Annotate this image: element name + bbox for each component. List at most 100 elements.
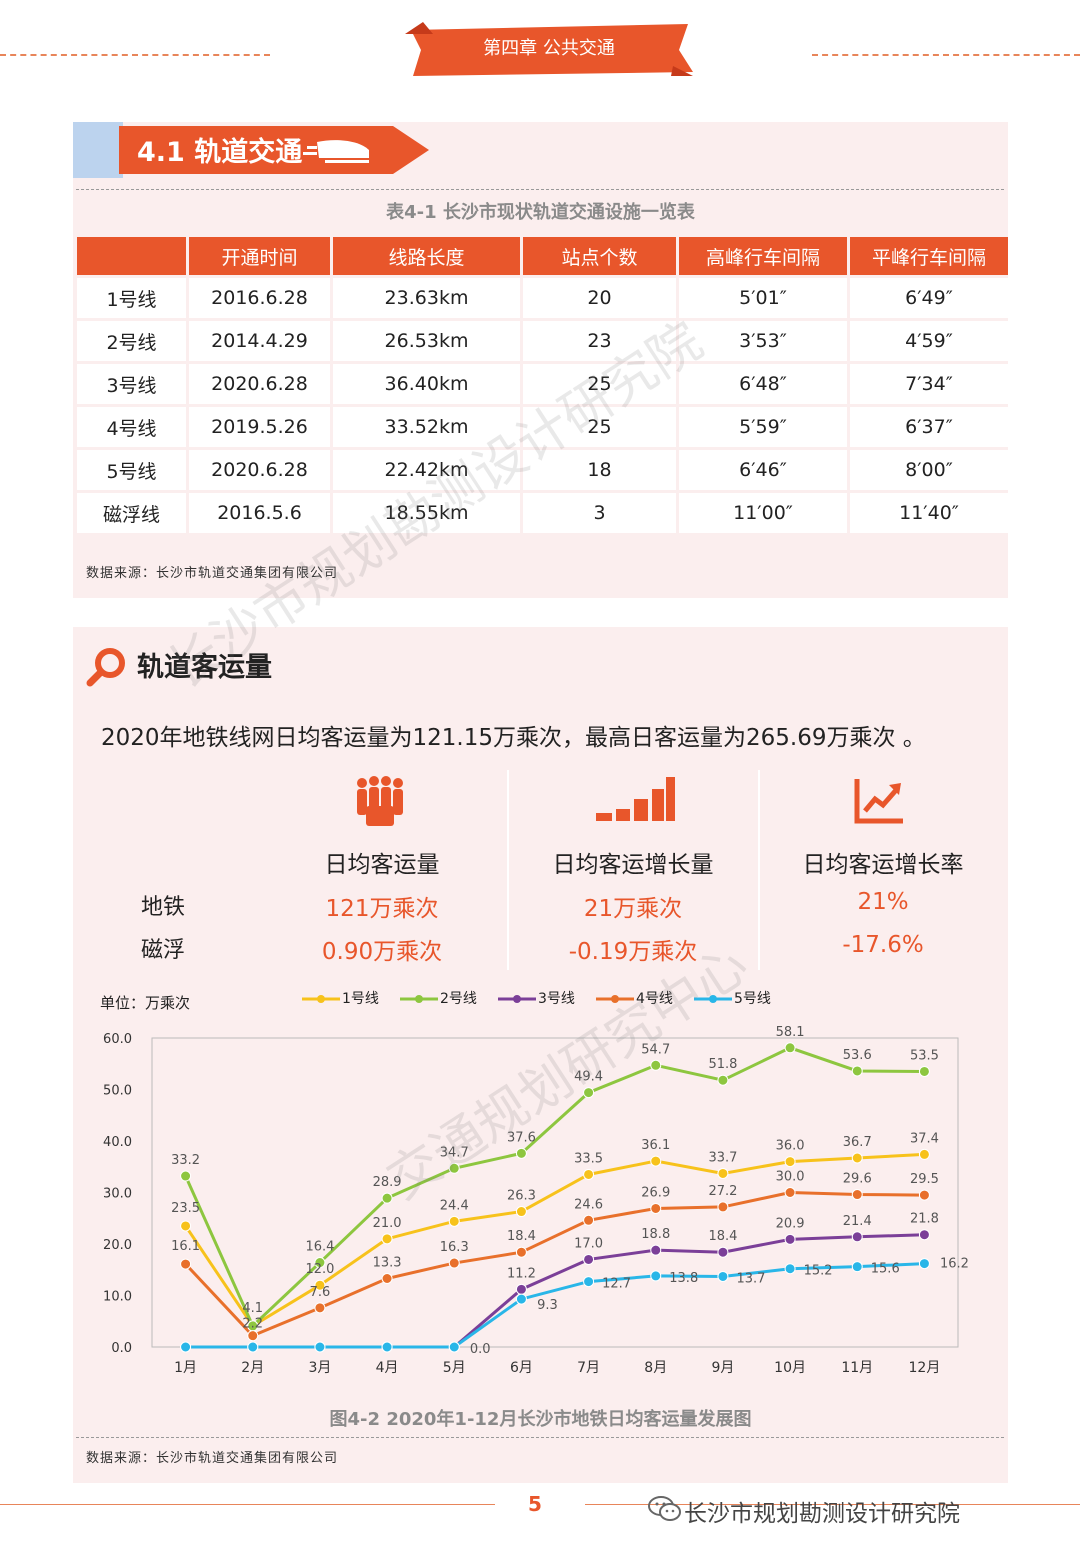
data-label: 15.6 bbox=[871, 1262, 900, 1277]
data-point bbox=[784, 1156, 796, 1168]
wechat-icon bbox=[648, 1496, 681, 1521]
legend-label: 3号线 bbox=[538, 991, 575, 1007]
stat-value: 121万乘次 bbox=[325, 896, 439, 922]
data-label: 26.3 bbox=[507, 1189, 536, 1204]
stat-value: 21% bbox=[857, 889, 909, 915]
data-label: 49.4 bbox=[574, 1070, 603, 1085]
data-point bbox=[918, 1229, 930, 1241]
x-tick-label: 9月 bbox=[711, 1360, 734, 1376]
x-tick-label: 1月 bbox=[174, 1360, 197, 1376]
table-cell: 33.52km bbox=[333, 407, 520, 447]
legend-label: 2号线 bbox=[440, 991, 477, 1007]
table-cell: 2019.5.26 bbox=[189, 407, 330, 447]
table-header-cell: 线路长度 bbox=[333, 237, 520, 275]
series-line bbox=[184, 1190, 925, 1338]
data-label: 0.0 bbox=[470, 1342, 491, 1357]
data-label: 12.7 bbox=[602, 1277, 631, 1292]
data-point bbox=[784, 1187, 796, 1198]
data-point bbox=[381, 1233, 393, 1245]
table-cell: 11′00″ bbox=[679, 493, 847, 533]
data-point bbox=[851, 1261, 863, 1273]
data-point bbox=[314, 1302, 326, 1314]
data-label: 21.0 bbox=[373, 1216, 402, 1231]
data-point bbox=[583, 1087, 595, 1099]
data-point bbox=[314, 1279, 326, 1291]
table-header-cell: 站点个数 bbox=[523, 237, 676, 275]
data-point bbox=[851, 1189, 863, 1201]
plot-frame bbox=[151, 1037, 959, 1348]
series-line bbox=[185, 1262, 925, 1349]
y-tick-label: 10.0 bbox=[103, 1290, 132, 1305]
data-point bbox=[851, 1231, 863, 1243]
table-cell: 18 bbox=[523, 450, 676, 490]
data-point bbox=[717, 1074, 729, 1086]
series-line bbox=[184, 1152, 925, 1328]
data-label: 23.5 bbox=[171, 1201, 200, 1216]
legend-item: 5号线 bbox=[692, 988, 771, 1008]
data-point bbox=[851, 1152, 863, 1164]
data-point bbox=[851, 1065, 863, 1077]
figure-caption: 图4-2 2020年1-12月长沙市地铁日均客运量发展图 bbox=[329, 1409, 752, 1430]
stat-row-label: 磁浮 bbox=[141, 938, 186, 963]
table-row: 1号线 2016.6.28 23.63km 20 5′01″ 6′49″ bbox=[77, 278, 1008, 318]
data-label: 26.9 bbox=[641, 1185, 670, 1200]
data-point bbox=[515, 1283, 527, 1295]
legend-swatch bbox=[694, 995, 732, 1003]
y-tick-label: 50.0 bbox=[103, 1084, 132, 1099]
table-cell: 3号线 bbox=[77, 364, 186, 404]
data-point bbox=[918, 1148, 930, 1160]
table-cell: 3 bbox=[523, 493, 676, 533]
data-point bbox=[784, 1233, 796, 1245]
table-top-separator bbox=[76, 189, 1004, 190]
data-point bbox=[247, 1330, 259, 1342]
data-label: 21.8 bbox=[910, 1212, 939, 1227]
data-label: 20.9 bbox=[776, 1216, 805, 1231]
table-cell: 6′48″ bbox=[679, 364, 847, 404]
data-label: 4.1 bbox=[242, 1301, 263, 1316]
data-label: 53.6 bbox=[843, 1048, 872, 1063]
table-cell: 2号线 bbox=[77, 321, 186, 361]
data-label: 16.1 bbox=[171, 1239, 200, 1254]
table-cell: 3′53″ bbox=[679, 321, 847, 361]
data-label: 27.2 bbox=[708, 1184, 737, 1199]
chapter-banner bbox=[405, 22, 693, 76]
x-tick-label: 12月 bbox=[909, 1360, 941, 1376]
data-point bbox=[583, 1253, 595, 1265]
data-point bbox=[583, 1168, 595, 1180]
data-point bbox=[381, 1192, 393, 1204]
data-label: 7.6 bbox=[310, 1285, 331, 1300]
legend-item: 2号线 bbox=[398, 988, 477, 1008]
data-point bbox=[583, 1276, 595, 1288]
table-cell: 磁浮线 bbox=[77, 493, 186, 533]
table-cell: 25 bbox=[523, 407, 676, 447]
data-label: 33.2 bbox=[171, 1153, 200, 1168]
data-label: 37.6 bbox=[507, 1130, 536, 1145]
legend-label: 1号线 bbox=[342, 991, 379, 1007]
data-label: 18.8 bbox=[641, 1227, 670, 1242]
data-point bbox=[717, 1167, 729, 1179]
stats-divider bbox=[758, 770, 760, 970]
data-point bbox=[448, 1341, 460, 1353]
table-cell: 4′59″ bbox=[850, 321, 1008, 361]
table-row: 2号线 2014.4.29 26.53km 23 3′53″ 4′59″ bbox=[77, 321, 1008, 361]
figure-separator bbox=[76, 1437, 1004, 1438]
stats-divider bbox=[507, 770, 509, 970]
table-cell: 26.53km bbox=[333, 321, 520, 361]
table-cell: 2020.6.28 bbox=[189, 364, 330, 404]
data-point bbox=[515, 1246, 527, 1258]
data-label: 16.4 bbox=[305, 1240, 334, 1255]
data-label: 21.4 bbox=[843, 1214, 872, 1229]
data-point bbox=[515, 1206, 527, 1218]
data-point bbox=[650, 1202, 662, 1214]
data-label: 30.0 bbox=[776, 1170, 805, 1185]
table-row: 5号线 2020.6.28 22.42km 18 6′46″ 8′00″ bbox=[77, 450, 1008, 490]
section-title: 4.1 轨道交通 bbox=[137, 137, 303, 168]
stat-value: 21万乘次 bbox=[583, 896, 683, 922]
stat-value: 0.90万乘次 bbox=[321, 939, 443, 965]
footer-rule-right bbox=[585, 1504, 1080, 1505]
y-tick-label: 60.0 bbox=[103, 1032, 132, 1047]
stat-value: -17.6% bbox=[842, 932, 924, 958]
x-tick-label: 4月 bbox=[376, 1360, 399, 1376]
stat-header: 日均客运量 bbox=[324, 852, 440, 878]
table-cell: 20 bbox=[523, 278, 676, 318]
